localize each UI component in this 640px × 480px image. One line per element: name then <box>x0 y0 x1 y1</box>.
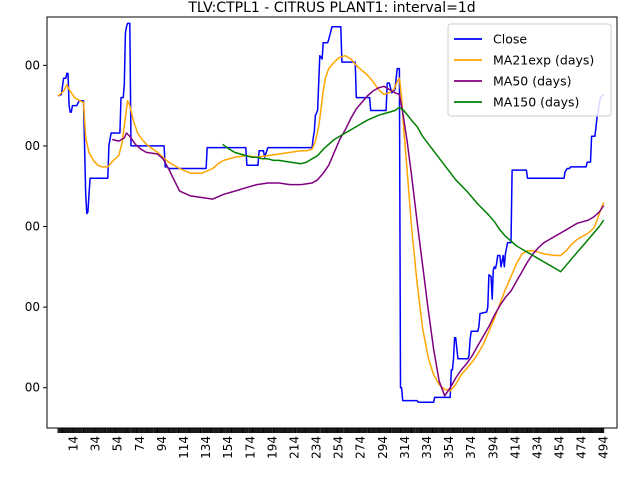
y-axis: 00 00 00 00 00 <box>25 58 47 395</box>
x-tick-label: 474 <box>575 436 589 459</box>
x-tick-label: 354 <box>442 436 456 459</box>
series-line-1 <box>57 54 605 392</box>
x-tick-band <box>57 428 605 433</box>
x-tick-label: 94 <box>155 436 169 451</box>
y-tick-label: 00 <box>25 58 40 72</box>
x-tick-label: 394 <box>486 436 500 459</box>
x-tick-label: 334 <box>420 436 434 459</box>
x-tick-label: 314 <box>398 436 412 459</box>
x-tick-label: 494 <box>597 436 611 459</box>
legend-label: Close <box>493 32 527 47</box>
x-tick-label: 54 <box>111 436 125 451</box>
x-axis: 14 34 54 74 94 114 134 154 174 194 214 234 254 274 294… <box>57 428 611 459</box>
series-line-0 <box>57 22 605 403</box>
series-line-3 <box>222 106 605 273</box>
x-tick-label: 414 <box>508 436 522 459</box>
legend-box <box>447 23 612 117</box>
y-tick-label: 00 <box>25 220 40 234</box>
x-tick-label: 74 <box>133 436 147 451</box>
x-tick-label: 194 <box>265 436 279 459</box>
x-tick-label: 454 <box>553 436 567 459</box>
x-tick-label: 114 <box>177 436 191 459</box>
chart-title: TLV:CTPL1 - CITRUS PLANT1: interval=1d <box>187 0 475 16</box>
y-tick-label: 00 <box>25 300 40 314</box>
x-tick-label: 174 <box>243 436 257 459</box>
series-line-2 <box>112 85 605 397</box>
legend: Close MA21exp (days) MA50 (days) MA150 (day… <box>447 23 612 117</box>
x-tick-label: 374 <box>464 436 478 459</box>
x-tick-label: 154 <box>221 436 235 459</box>
x-tick-label: 234 <box>310 436 324 459</box>
series-layer <box>57 22 605 403</box>
x-tick-label: 14 <box>67 436 81 451</box>
legend-label: MA21exp (days) <box>493 53 594 68</box>
x-tick-label: 274 <box>354 436 368 459</box>
x-tick-label: 254 <box>332 436 346 459</box>
x-tick-label: 34 <box>89 436 103 451</box>
x-tick-label: 214 <box>287 436 301 459</box>
legend-label: MA50 (days) <box>493 74 571 89</box>
x-tick-label: 294 <box>376 436 390 459</box>
x-tick-label: 134 <box>199 436 213 459</box>
legend-label: MA150 (days) <box>493 95 579 110</box>
y-tick-label: 00 <box>25 139 40 153</box>
y-tick-label: 00 <box>25 381 40 395</box>
x-tick-label: 434 <box>530 436 544 459</box>
